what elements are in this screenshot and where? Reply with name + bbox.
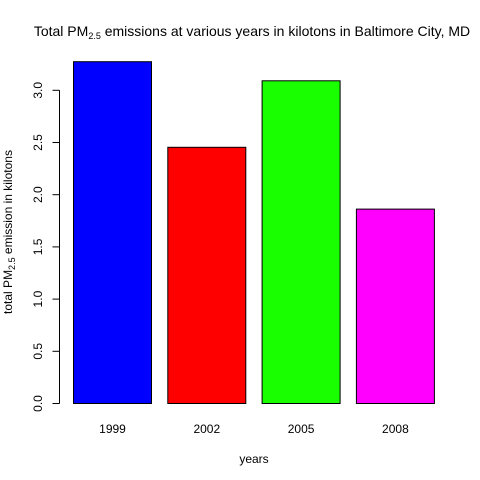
- x-tick-label-2008: 2008: [382, 422, 409, 436]
- y-tick-label: 2.5: [31, 134, 45, 151]
- x-tick-labels: 1999 2002 2005 2008: [99, 422, 409, 436]
- y-tick-label: 0.5: [31, 343, 45, 360]
- y-axis: 0.0 0.5 1.0 1.5 2.0 2.5 3.0: [31, 82, 60, 412]
- y-tick-label: 1.0: [31, 290, 45, 307]
- bar-2002: [167, 146, 247, 404]
- x-tick-label-2002: 2002: [193, 422, 220, 436]
- bar-2005: [261, 80, 341, 405]
- bars-group: [73, 61, 435, 405]
- chart-title-suffix: emissions at various years in kilotons i…: [101, 23, 470, 39]
- y-axis-label: total PM2.5 emission in kilotons: [1, 150, 17, 314]
- y-axis-label-suffix: emission in kilotons: [1, 150, 15, 257]
- y-tick-label: 0.0: [31, 395, 45, 412]
- chart-title-prefix: Total PM: [34, 23, 88, 39]
- x-axis-label: years: [239, 452, 268, 466]
- bar-2008: [355, 208, 435, 404]
- y-tick-label: 1.5: [31, 238, 45, 255]
- x-tick-label-1999: 1999: [99, 422, 126, 436]
- y-tick-label: 3.0: [31, 82, 45, 99]
- y-tick-label: 2.0: [31, 186, 45, 203]
- y-axis-label-prefix: total PM: [1, 270, 15, 314]
- y-axis-label-subscript: 2.5: [7, 257, 17, 270]
- x-tick-label-2005: 2005: [288, 422, 315, 436]
- bar-1999: [73, 61, 152, 405]
- chart-title: Total PM2.5 emissions at various years i…: [34, 23, 470, 41]
- chart-title-subscript: 2.5: [88, 31, 101, 41]
